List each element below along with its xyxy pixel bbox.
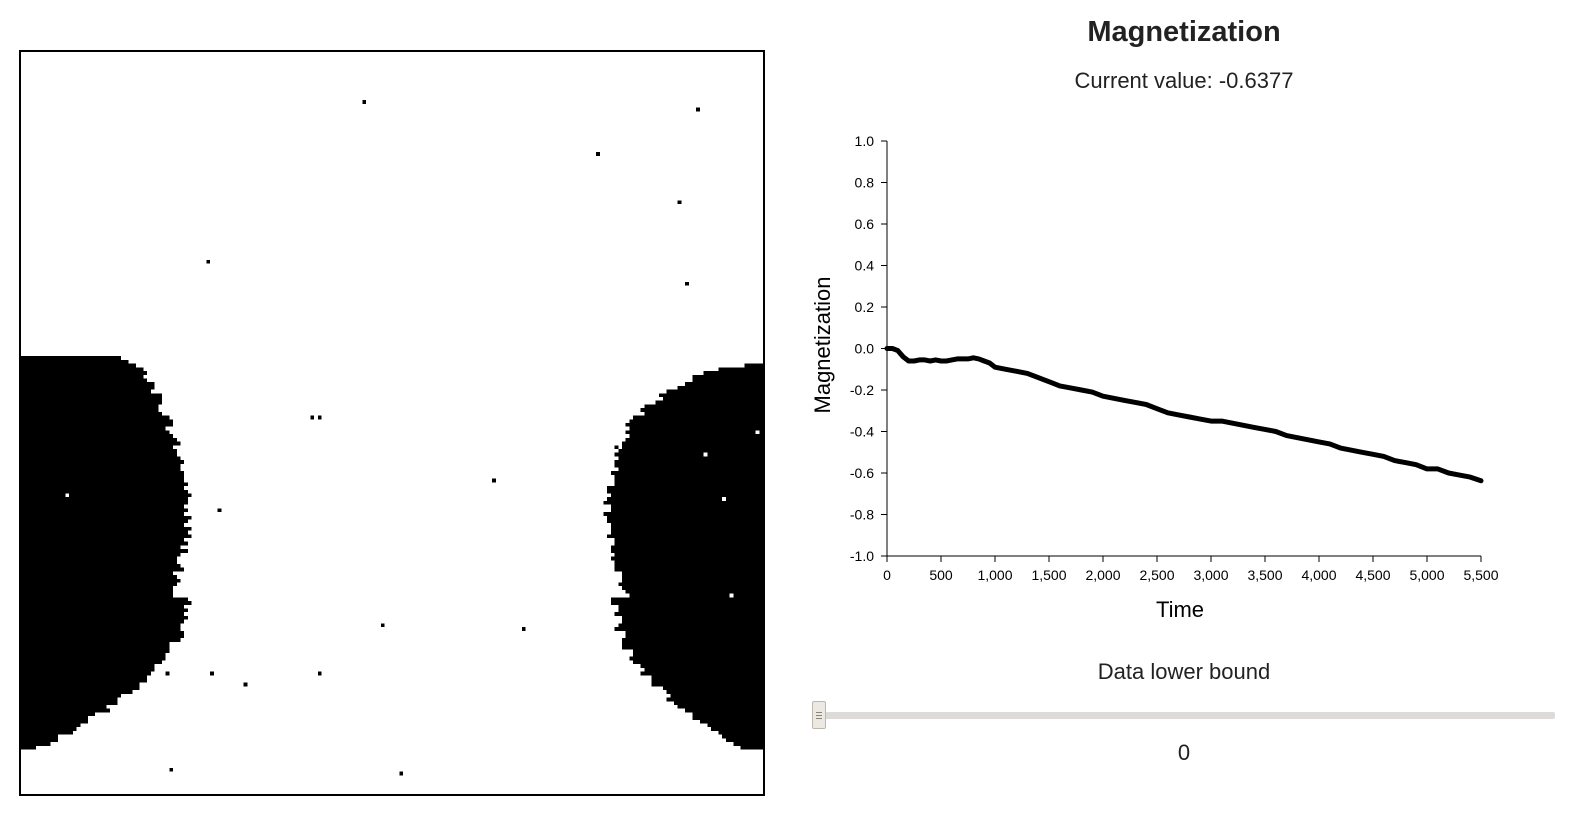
lower-bound-slider-handle[interactable] xyxy=(812,701,826,729)
y-axis-label: Magnetization xyxy=(810,277,835,414)
slider-label: Data lower bound xyxy=(1097,659,1271,684)
spin-down-cell xyxy=(210,671,214,676)
spin-up-cell xyxy=(703,452,708,457)
y-tick-label: -0.4 xyxy=(850,424,874,440)
spin-up-cell xyxy=(722,497,726,501)
y-tick-label: 0.6 xyxy=(855,216,875,232)
y-tick-label: 0.2 xyxy=(855,299,875,315)
spin-down-cell xyxy=(492,478,496,483)
chart-title: Magnetization xyxy=(1087,16,1281,48)
y-axis: 1.0 0.8 0.6 0.4 0.2 0.0 -0.2 -0.4 -0.6 -0.8 -1.0 xyxy=(850,133,888,564)
x-tick-label: 3,000 xyxy=(1193,567,1228,583)
x-tick-label: 5,000 xyxy=(1409,567,1444,583)
spin-down-cell xyxy=(399,771,404,776)
spin-down-cell xyxy=(737,367,741,372)
x-tick-label: 1,500 xyxy=(1031,567,1066,583)
spin-down-cell xyxy=(317,671,322,676)
spin-down-cell xyxy=(696,107,700,112)
spin-down-cell xyxy=(521,627,526,631)
y-tick-label: 0.4 xyxy=(855,258,875,274)
spin-up-cell xyxy=(755,430,760,435)
ising-simulation-canvas[interactable] xyxy=(19,50,765,796)
y-tick-label: -1.0 xyxy=(850,548,874,564)
spin-down-cell xyxy=(165,671,170,676)
spin-down-cell xyxy=(685,282,689,286)
y-tick-label: -0.8 xyxy=(850,507,874,523)
spin-down-cell xyxy=(169,768,174,772)
x-tick-label: 4,000 xyxy=(1301,567,1336,583)
x-tick-label: 3,500 xyxy=(1247,567,1282,583)
x-axis-label: Time xyxy=(1156,597,1204,622)
y-tick-label: -0.6 xyxy=(850,465,874,481)
magnetization-chart: 0 500 1,000 1,500 2,000 2,500 3,000 3,500 4,000 4… xyxy=(810,133,1499,622)
x-tick-label: 2,000 xyxy=(1085,567,1120,583)
spin-up-cell xyxy=(65,493,70,498)
x-tick-label: 4,500 xyxy=(1355,567,1390,583)
lower-bound-slider-track[interactable] xyxy=(812,712,1555,719)
current-value-readout: Current value: -0.6377 xyxy=(1074,68,1294,93)
spin-down-cell xyxy=(243,682,248,687)
spin-down-cell xyxy=(380,623,385,628)
spin-down-cell xyxy=(677,200,682,205)
x-tick-label: 1,000 xyxy=(977,567,1012,583)
slider-value: 0 xyxy=(1177,740,1191,765)
spin-down-cell xyxy=(614,445,619,449)
spin-down-domain xyxy=(21,356,763,750)
x-tick-label: 500 xyxy=(929,567,953,583)
spin-down-cell xyxy=(362,100,367,104)
spin-up-cell xyxy=(729,593,734,598)
spin-down-cell xyxy=(310,415,315,420)
spin-down-cell xyxy=(596,152,600,156)
x-tick-label: 5,500 xyxy=(1463,567,1498,583)
y-tick-label: -0.2 xyxy=(850,382,874,398)
spin-down-cell xyxy=(206,259,211,264)
series-group xyxy=(884,346,1484,484)
spin-down-cell xyxy=(317,415,322,420)
x-tick-label: 2,500 xyxy=(1139,567,1174,583)
x-tick-label: 0 xyxy=(883,567,891,583)
spin-down-cell xyxy=(161,623,166,628)
magnetization-line xyxy=(884,346,1484,484)
spin-lattice[interactable] xyxy=(21,52,763,794)
y-tick-label: 1.0 xyxy=(855,133,875,149)
y-tick-label: 0.0 xyxy=(855,341,875,357)
x-axis: 0 500 1,000 1,500 2,000 2,500 3,000 3,500 4,000 4… xyxy=(883,555,1499,583)
y-tick-label: 0.8 xyxy=(855,175,875,191)
spin-down-cell xyxy=(217,508,222,513)
